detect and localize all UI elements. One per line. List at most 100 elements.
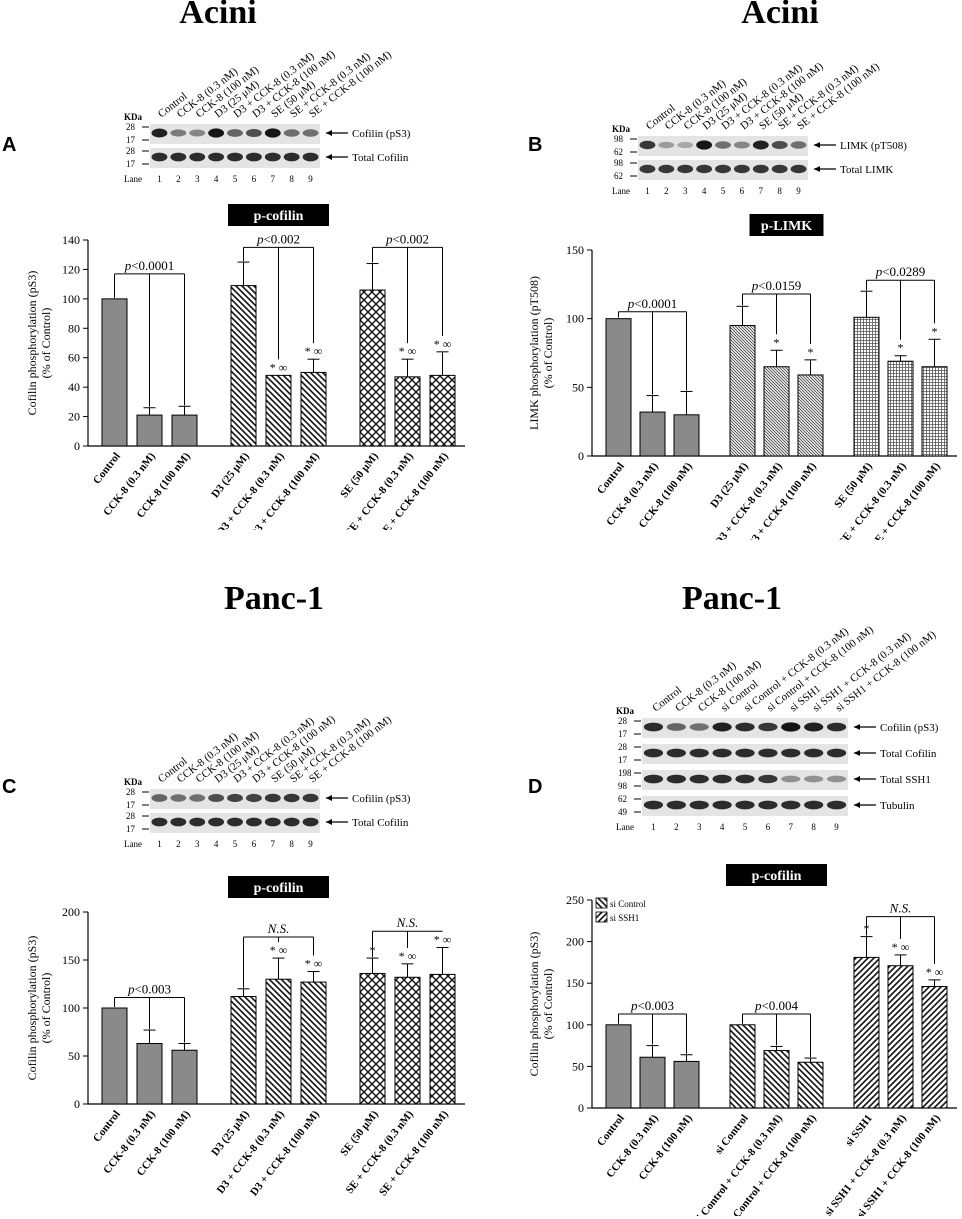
bracket-label: p<0.004: [754, 998, 799, 1013]
lane-number: 3: [697, 822, 702, 832]
band-label: Total Cofilin: [352, 817, 409, 829]
blot-band: [804, 800, 824, 810]
bar: [763, 1050, 790, 1109]
bar: [887, 965, 914, 1109]
blot-band: [666, 748, 686, 758]
arrow-head-icon: [326, 795, 332, 801]
y-axis-label-2: (% of Control): [541, 969, 555, 1040]
significance-mark: *: [932, 324, 938, 338]
band-label: Tubulin: [880, 800, 915, 812]
blot-band: [189, 129, 206, 137]
blot-band: [804, 748, 824, 758]
y-tick-label: 60: [68, 351, 80, 365]
blot-band: [283, 793, 300, 803]
arrow-head-icon: [814, 166, 820, 172]
blot-band: [658, 141, 675, 149]
blot-band: [208, 793, 225, 803]
blot-band: [639, 164, 656, 174]
bar: [359, 289, 386, 447]
blot-band: [227, 152, 243, 162]
category-label: Control: [595, 1112, 627, 1148]
bar: [797, 1061, 824, 1109]
kda-label: KDa: [612, 124, 631, 134]
lane-number: 1: [157, 174, 162, 184]
p-symbol: p: [127, 981, 135, 996]
blot-band: [712, 722, 732, 732]
blot-band: [245, 152, 262, 162]
lane-number: 4: [214, 174, 219, 184]
chart-title-box: [749, 214, 824, 236]
blot-band: [227, 129, 243, 137]
y-axis-label: Cofilin phosphorylation (pS3): [25, 271, 39, 416]
y-tick-label: 0: [74, 1097, 80, 1111]
y-tick-label: 200: [566, 935, 584, 949]
y-axis-label: LIMK phosphorylation (pT508): [527, 276, 541, 430]
y-axis-label: Cofilin phosphorylation (pS3): [527, 932, 541, 1077]
bar: [136, 1043, 163, 1105]
category-label: Control: [595, 460, 627, 496]
y-tick-label: 100: [62, 292, 80, 306]
bar: [605, 1024, 632, 1109]
mw-marker: 28: [126, 122, 136, 132]
blot-band: [826, 800, 847, 810]
blot-band: [189, 817, 206, 827]
blot-band: [715, 164, 731, 174]
mw-marker: 28: [618, 716, 628, 726]
significance-mark: * ∞: [305, 344, 323, 358]
blot-band: [151, 128, 168, 138]
lane-number: 7: [271, 174, 276, 184]
blot-band: [804, 722, 824, 732]
blot-band: [208, 152, 225, 162]
p-symbol: p: [627, 296, 635, 311]
chart-title: p-cofilin: [254, 209, 304, 224]
bracket-label: N.S.: [889, 901, 912, 916]
p-symbol: p: [754, 998, 762, 1013]
blot-band: [677, 141, 694, 149]
blot-band: [170, 794, 187, 802]
mw-marker: 17: [126, 159, 136, 169]
lane-number: 2: [664, 186, 669, 196]
panel-letter-a: A: [2, 134, 17, 156]
mw-marker: 198: [618, 768, 632, 778]
bar: [639, 411, 666, 457]
mw-marker: 62: [614, 171, 623, 181]
chart-d: p-cofilin 0 50 100 150 200 250 Cofilin phosphor…: [527, 864, 957, 1216]
lane-number: 8: [289, 174, 294, 184]
mw-marker: 49: [618, 807, 628, 817]
bracket-label: p<0.0289: [875, 264, 926, 279]
panel-letter-b: B: [528, 134, 543, 156]
bar: [605, 318, 632, 457]
lane-number: 3: [195, 839, 200, 849]
legend-swatch: [595, 897, 608, 909]
kda-label: KDa: [124, 112, 143, 122]
blot-band: [639, 140, 656, 150]
bar: [300, 371, 327, 447]
blot-band: [658, 164, 675, 174]
blot-band: [208, 128, 225, 138]
blot-band: [189, 152, 206, 162]
blot-band: [227, 793, 243, 803]
chart-title-box: [228, 876, 329, 898]
blot-band: [790, 164, 807, 174]
bar: [853, 316, 880, 457]
significance-mark: *: [774, 335, 780, 349]
category-label: SE + CCK-8 (0.3 nM): [344, 1108, 416, 1196]
bar: [429, 374, 456, 447]
mw-marker: 28: [126, 811, 136, 821]
lane-number: 1: [645, 186, 650, 196]
mw-marker: 98: [614, 158, 624, 168]
blot-band: [643, 774, 664, 784]
blot-band: [826, 775, 847, 783]
arrow-head-icon: [326, 154, 332, 160]
blot-band: [781, 775, 801, 783]
blot-band: [245, 793, 262, 803]
bar: [763, 366, 790, 457]
mw-marker: 28: [126, 787, 136, 797]
blot-band: [733, 164, 750, 174]
blot-band: [302, 152, 319, 162]
bar: [673, 414, 700, 457]
y-tick-label: 50: [572, 1059, 584, 1073]
bar: [101, 298, 128, 447]
blot-band: [264, 793, 281, 803]
